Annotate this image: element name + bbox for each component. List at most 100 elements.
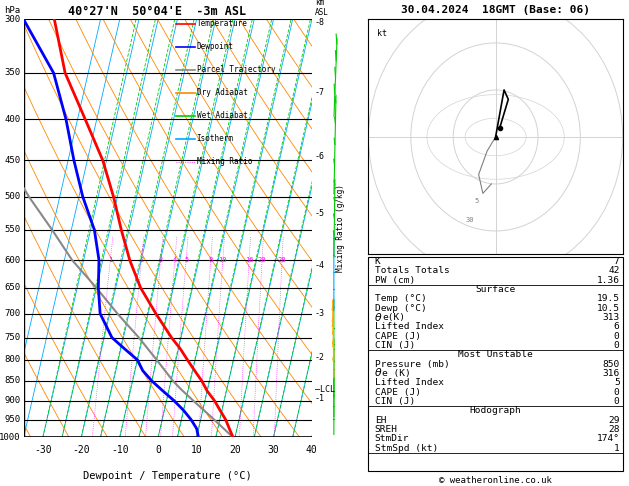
Text: 0: 0 (614, 341, 620, 350)
Text: 29: 29 (608, 416, 620, 425)
Text: 6: 6 (614, 322, 620, 331)
Text: Surface: Surface (476, 285, 516, 294)
Text: 500: 500 (4, 192, 21, 201)
Text: -5: -5 (315, 209, 325, 218)
Text: -10: -10 (111, 445, 128, 455)
Text: 316: 316 (603, 369, 620, 378)
Text: Wet Adiabat: Wet Adiabat (196, 111, 247, 120)
Text: 850: 850 (603, 360, 620, 369)
Text: Pressure (mb): Pressure (mb) (375, 360, 450, 369)
Text: -8: -8 (315, 18, 325, 27)
Text: 350: 350 (4, 69, 21, 77)
Text: CAPE (J): CAPE (J) (375, 388, 421, 397)
Text: 0: 0 (614, 331, 620, 341)
Text: 28: 28 (278, 257, 286, 263)
Text: 5: 5 (474, 198, 479, 204)
Text: Lifted Index: Lifted Index (375, 378, 443, 387)
Text: 7: 7 (614, 257, 620, 266)
Text: Temp (°C): Temp (°C) (375, 295, 426, 303)
Text: 10: 10 (191, 445, 203, 455)
Text: Temperature: Temperature (196, 19, 247, 28)
Text: e(K): e(K) (382, 313, 405, 322)
Text: Dry Adiabat: Dry Adiabat (196, 88, 247, 97)
Text: 20: 20 (258, 257, 266, 263)
Text: -30: -30 (34, 445, 52, 455)
Text: 42: 42 (608, 266, 620, 276)
Text: 1: 1 (108, 257, 113, 263)
Text: 3: 3 (159, 257, 163, 263)
Text: Dewp (°C): Dewp (°C) (375, 304, 426, 312)
Text: 313: 313 (603, 313, 620, 322)
Text: 5: 5 (184, 257, 188, 263)
Text: 28: 28 (608, 425, 620, 434)
Text: Hodograph: Hodograph (470, 406, 521, 416)
Text: 600: 600 (4, 256, 21, 264)
Text: 550: 550 (4, 226, 21, 234)
Text: 0: 0 (614, 397, 620, 406)
Text: Dewpoint / Temperature (°C): Dewpoint / Temperature (°C) (84, 471, 252, 481)
Text: 20: 20 (229, 445, 241, 455)
Text: Mixing Ratio (g/kg): Mixing Ratio (g/kg) (336, 185, 345, 272)
Text: 5: 5 (614, 378, 620, 387)
Text: SREH: SREH (375, 425, 398, 434)
Text: 30.04.2024  18GMT (Base: 06): 30.04.2024 18GMT (Base: 06) (401, 5, 590, 15)
Text: 850: 850 (4, 377, 21, 385)
Text: CIN (J): CIN (J) (375, 397, 415, 406)
Text: 300: 300 (4, 15, 21, 24)
Text: Most Unstable: Most Unstable (458, 350, 533, 359)
Text: 1: 1 (614, 444, 620, 452)
Text: Parcel Trajectory: Parcel Trajectory (196, 65, 275, 74)
Text: 900: 900 (4, 396, 21, 405)
Text: -2: -2 (315, 353, 325, 362)
Text: PW (cm): PW (cm) (375, 276, 415, 285)
Text: -3: -3 (315, 309, 325, 318)
Text: -20: -20 (72, 445, 90, 455)
Text: 400: 400 (4, 115, 21, 124)
Text: 0: 0 (155, 445, 161, 455)
Text: 800: 800 (4, 355, 21, 364)
Text: –LCL: –LCL (315, 384, 335, 394)
Text: Mixing Ratio: Mixing Ratio (196, 157, 252, 166)
Text: e (K): e (K) (382, 369, 411, 378)
Text: StmSpd (kt): StmSpd (kt) (375, 444, 438, 452)
Text: 30: 30 (267, 445, 279, 455)
Text: StmDir: StmDir (375, 434, 409, 443)
Text: 700: 700 (4, 309, 21, 318)
Text: 1000: 1000 (0, 433, 21, 442)
Text: -4: -4 (315, 261, 325, 270)
Text: -1: -1 (315, 395, 325, 403)
Text: 8: 8 (209, 257, 213, 263)
Text: 450: 450 (4, 156, 21, 165)
Text: -6: -6 (315, 152, 325, 161)
Text: EH: EH (375, 416, 386, 425)
Text: km
ASL: km ASL (315, 0, 329, 17)
Text: 16: 16 (245, 257, 253, 263)
Text: Lifted Index: Lifted Index (375, 322, 443, 331)
Text: Dewpoint: Dewpoint (196, 42, 233, 51)
Text: 174°: 174° (596, 434, 620, 443)
Text: hPa: hPa (4, 5, 21, 15)
Text: Isotherm: Isotherm (196, 134, 233, 143)
Text: © weatheronline.co.uk: © weatheronline.co.uk (439, 476, 552, 486)
Text: -7: -7 (315, 88, 325, 97)
Text: 950: 950 (4, 415, 21, 424)
Text: θ: θ (375, 368, 381, 379)
Text: 750: 750 (4, 333, 21, 342)
Text: CAPE (J): CAPE (J) (375, 331, 421, 341)
Text: K: K (375, 257, 381, 266)
Text: 40: 40 (306, 445, 318, 455)
Text: 10: 10 (218, 257, 227, 263)
Text: θ: θ (375, 312, 381, 323)
Text: 30: 30 (466, 217, 474, 223)
Text: 2: 2 (139, 257, 143, 263)
Text: Totals Totals: Totals Totals (375, 266, 450, 276)
Text: 650: 650 (4, 283, 21, 293)
Text: 1.36: 1.36 (596, 276, 620, 285)
Text: kt: kt (377, 29, 387, 38)
Text: 10.5: 10.5 (596, 304, 620, 312)
Text: 40°27'N  50°04'E  -3m ASL: 40°27'N 50°04'E -3m ASL (69, 5, 247, 18)
Text: CIN (J): CIN (J) (375, 341, 415, 350)
Text: 19.5: 19.5 (596, 295, 620, 303)
Text: 4: 4 (173, 257, 177, 263)
Text: 0: 0 (614, 388, 620, 397)
